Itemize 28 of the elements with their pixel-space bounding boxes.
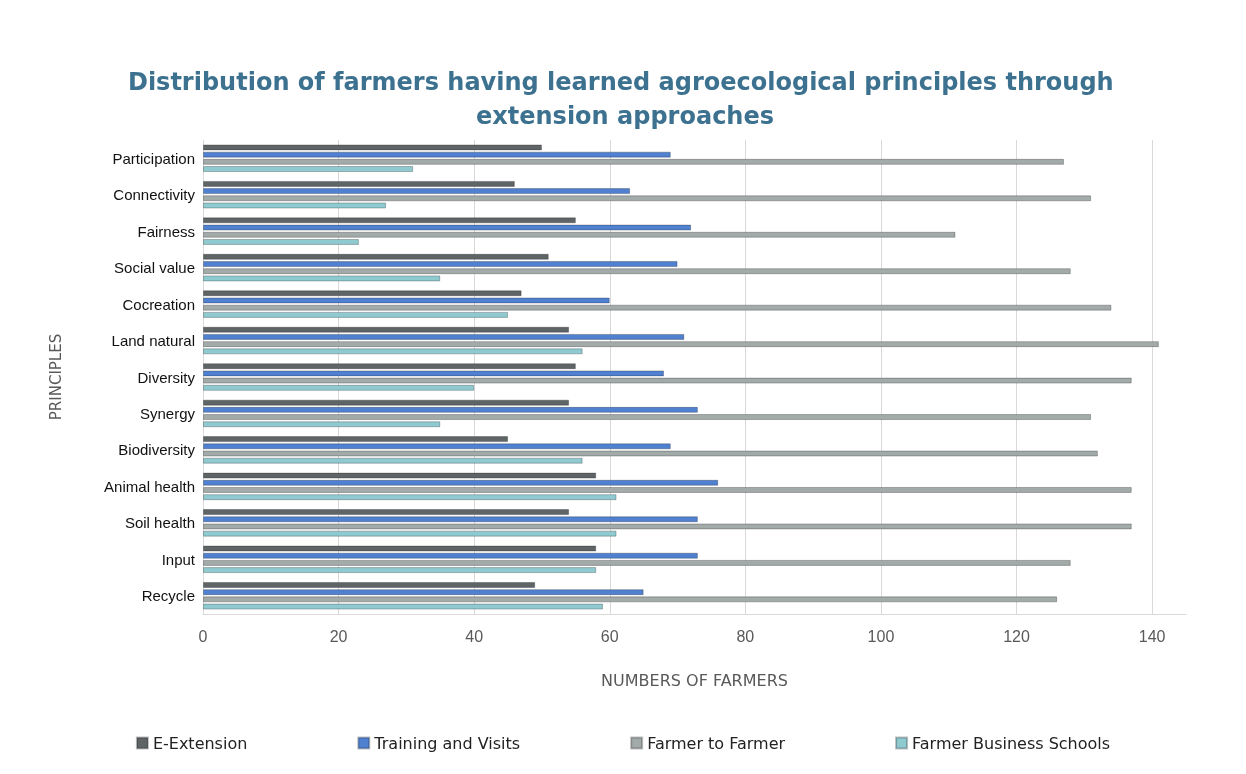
x-tick-label: 120	[1003, 627, 1030, 645]
x-tick-label: 80	[736, 627, 755, 645]
y-tick-label: Social value	[114, 259, 195, 277]
x-tick-label: 40	[465, 627, 484, 645]
x-tick-label: 0	[198, 627, 208, 645]
y-tick-label: Recycle	[141, 587, 195, 605]
y-tick-label: Animal health	[104, 477, 195, 495]
y-tick-label: Cocreation	[122, 295, 195, 313]
x-tick-label: 140	[1138, 627, 1166, 645]
y-tick-label: Fairness	[137, 222, 195, 240]
y-axis-title: PRINCIPLES	[46, 333, 65, 421]
y-tick-label: Soil health	[124, 514, 195, 532]
legend-label: E-Extension	[152, 733, 248, 753]
y-tick-label: Input	[161, 550, 196, 568]
x-tick-label: 20	[329, 627, 348, 645]
x-axis-title: NUMBERS OF FARMERS	[601, 670, 788, 690]
legend-label: Farmer Business Schools	[912, 733, 1111, 753]
x-tick-label: 60	[600, 627, 619, 645]
chart-title: Distribution of farmers having learned agroecological principles through extension approaches	[127, 68, 1123, 130]
y-tick-label: Land natural	[111, 332, 195, 350]
y-tick-label: Connectivity	[113, 186, 196, 204]
y-tick-label: Synergy	[139, 404, 196, 422]
legend-label: Farmer to Farmer	[647, 733, 786, 753]
legend-label: Training and Visits	[373, 733, 521, 753]
y-tick-label: Participation	[112, 149, 195, 167]
x-tick-label: 100	[867, 627, 895, 645]
y-tick-label: Diversity	[137, 368, 196, 386]
y-tick-label: Biodiversity	[118, 441, 196, 459]
